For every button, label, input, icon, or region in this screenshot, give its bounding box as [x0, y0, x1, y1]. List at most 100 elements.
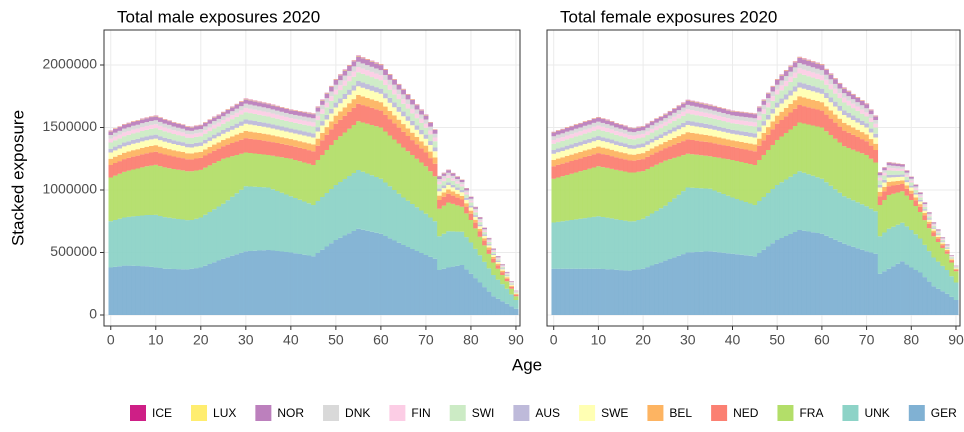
- bar-segment: [172, 134, 177, 140]
- bar-segment: [846, 245, 851, 315]
- bar-segment: [887, 186, 892, 195]
- bar-segment: [838, 98, 843, 106]
- bar-segment: [551, 140, 556, 144]
- bar-segment: [203, 156, 208, 168]
- bar-segment: [437, 182, 442, 185]
- bar-segment: [145, 147, 150, 154]
- bar-segment: [641, 171, 646, 219]
- bar-segment: [556, 222, 561, 269]
- bar-segment: [788, 104, 793, 113]
- bar-segment: [334, 108, 339, 116]
- bar-segment: [851, 116, 856, 120]
- bar-segment: [882, 271, 887, 315]
- bar-segment: [605, 149, 610, 155]
- bar-segment: [820, 111, 825, 128]
- bar-segment: [113, 133, 118, 137]
- bar-segment: [379, 111, 384, 128]
- bar-segment: [343, 99, 348, 107]
- bar-segment: [253, 105, 258, 109]
- bar-segment: [383, 75, 388, 80]
- bar-segment: [869, 139, 874, 146]
- bar-segment: [311, 138, 316, 145]
- bar-segment: [109, 221, 114, 267]
- bar-segment: [699, 123, 704, 127]
- bar-segment: [149, 117, 154, 121]
- bar-segment: [370, 125, 375, 175]
- bar-segment: [896, 175, 901, 177]
- bar-segment: [248, 251, 253, 315]
- bar-segment: [437, 191, 442, 195]
- bar-segment: [739, 255, 744, 315]
- bar-segment: [815, 177, 820, 233]
- bar-segment: [316, 160, 321, 201]
- bar-segment: [514, 292, 519, 293]
- bar-segment: [744, 117, 749, 121]
- bar-segment: [551, 166, 556, 179]
- bar-segment: [194, 126, 199, 130]
- bar-segment: [860, 250, 865, 315]
- bar-segment: [356, 72, 361, 81]
- bar-segment: [280, 157, 285, 193]
- bar-segment: [433, 130, 438, 134]
- bar-segment: [753, 144, 758, 151]
- bar-segment: [945, 249, 950, 250]
- bar-segment: [487, 292, 492, 315]
- bar-segment: [677, 136, 682, 143]
- bar-segment: [623, 147, 628, 153]
- bar-segment: [464, 269, 469, 315]
- bar-segment: [244, 131, 249, 138]
- bar-segment: [208, 120, 213, 124]
- bar-segment: [686, 154, 691, 188]
- bar-segment: [672, 113, 677, 117]
- bar-segment: [230, 136, 235, 143]
- bar-segment: [717, 158, 722, 193]
- bar-segment: [873, 124, 878, 128]
- bar-segment: [739, 121, 744, 125]
- bar-segment: [388, 186, 393, 238]
- bar-segment: [560, 130, 565, 134]
- bar-segment: [217, 119, 222, 123]
- bar-segment: [770, 129, 775, 145]
- bar-segment: [113, 129, 118, 133]
- bar-segment: [864, 134, 869, 141]
- bar-segment: [815, 233, 820, 315]
- bar-segment: [601, 269, 606, 315]
- bar-segment: [428, 152, 433, 159]
- bar-segment: [632, 132, 637, 136]
- bar-segment: [262, 187, 267, 250]
- bar-segment: [556, 159, 561, 165]
- bar-segment: [289, 118, 294, 122]
- bar-segment: [927, 222, 932, 224]
- bar-segment: [194, 137, 199, 143]
- bar-segment: [663, 261, 668, 315]
- bar-segment: [610, 129, 615, 133]
- bar-segment: [829, 79, 834, 84]
- bar-segment: [451, 176, 456, 178]
- bar-segment: [775, 116, 780, 124]
- bar-segment: [654, 152, 659, 164]
- bar-segment: [343, 94, 348, 99]
- bar-segment: [627, 139, 632, 145]
- bar-segment: [500, 272, 505, 275]
- bar-segment: [753, 165, 758, 205]
- bar-segment: [596, 140, 601, 147]
- bar-segment: [578, 135, 583, 141]
- bar-segment: [392, 102, 397, 107]
- bar-segment: [487, 242, 492, 244]
- bar-segment: [298, 161, 303, 200]
- bar-segment: [316, 127, 321, 131]
- bar-segment: [829, 186, 834, 238]
- legend-label: UNK: [864, 406, 889, 420]
- bar-segment: [641, 159, 646, 171]
- bar-segment: [464, 188, 469, 190]
- bar-segment: [900, 164, 905, 166]
- bar-segment: [307, 126, 312, 133]
- bar-segment: [253, 121, 258, 125]
- bar-segment: [334, 85, 339, 90]
- bar-segment: [491, 254, 496, 255]
- bar-segment: [940, 241, 945, 242]
- bar-segment: [833, 84, 838, 89]
- bar-segment: [428, 218, 433, 257]
- bar-segment: [940, 240, 945, 241]
- bar-segment: [936, 235, 941, 237]
